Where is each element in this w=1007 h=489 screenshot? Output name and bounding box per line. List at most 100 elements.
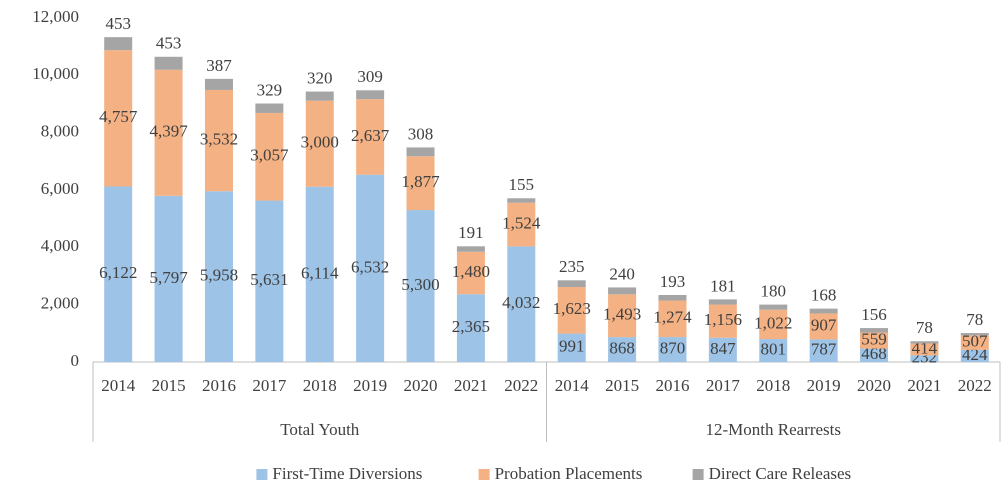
data-label: 3,000	[301, 133, 339, 152]
bar-segment	[255, 112, 284, 201]
bar-segment	[507, 246, 536, 362]
bar-segment	[154, 195, 183, 362]
data-label: 991	[559, 337, 585, 356]
bar-segment	[104, 186, 133, 362]
x-tick-label: 2021	[454, 376, 488, 395]
x-tick-label: 2017	[252, 376, 287, 395]
y-tick-label: 0	[71, 351, 80, 370]
data-label: 308	[408, 124, 434, 143]
data-label: 801	[761, 339, 787, 358]
data-label: 847	[710, 339, 736, 358]
y-tick-label: 6,000	[41, 179, 79, 198]
x-tick-label: 2017	[706, 376, 741, 395]
bar-segment	[658, 295, 687, 301]
data-label: 4,757	[99, 107, 138, 126]
data-label: 414	[912, 338, 938, 357]
data-label: 1,022	[754, 313, 792, 332]
x-tick-label: 2016	[655, 376, 689, 395]
bar-segment	[557, 280, 586, 288]
bar-segment	[708, 304, 737, 338]
bar-segment	[406, 156, 435, 211]
legend-label: Probation Placements	[495, 464, 643, 483]
bar-segment	[910, 343, 939, 356]
bar-segment	[356, 174, 385, 362]
data-label: 3,057	[250, 146, 289, 165]
bar-segment	[910, 355, 939, 362]
bar-segment	[860, 348, 889, 362]
bar-segment	[759, 304, 788, 310]
y-tick-label: 4,000	[41, 236, 79, 255]
data-label: 168	[811, 286, 837, 305]
legend-label: First-Time Diversions	[272, 464, 422, 483]
data-label: 235	[559, 257, 585, 276]
bar-segment	[860, 332, 889, 349]
data-label: 907	[811, 315, 837, 334]
x-tick-label: 2016	[202, 376, 236, 395]
bar-segment	[406, 210, 435, 362]
data-label: 4,397	[149, 122, 188, 141]
bar-segment	[255, 103, 284, 113]
data-label: 180	[761, 281, 787, 300]
x-tick-label: 2015	[152, 376, 186, 395]
y-tick-label: 10,000	[32, 64, 79, 83]
bar-segment	[507, 198, 536, 203]
x-tick-label: 2018	[303, 376, 337, 395]
data-label: 2,365	[452, 317, 490, 336]
bar-segment	[759, 309, 788, 340]
data-label: 309	[357, 67, 383, 86]
y-tick-label: 12,000	[32, 7, 79, 26]
data-label: 5,797	[149, 268, 188, 287]
data-label: 507	[962, 331, 988, 350]
legend-swatch	[256, 469, 268, 480]
x-tick-label: 2020	[404, 376, 438, 395]
bar-segment	[154, 69, 183, 196]
x-tick-label: 2014	[101, 376, 136, 395]
y-tick-label: 2,000	[41, 294, 79, 313]
x-tick-label: 2019	[353, 376, 387, 395]
bar-segment	[910, 341, 939, 344]
x-tick-label: 2014	[555, 376, 590, 395]
data-label: 468	[861, 344, 887, 363]
bar-segment	[406, 147, 435, 157]
data-label: 1,524	[502, 213, 541, 232]
data-label: 559	[861, 329, 887, 348]
bar-segment	[204, 191, 233, 362]
data-label: 3,532	[200, 129, 238, 148]
data-label: 5,631	[250, 270, 288, 289]
data-label: 453	[105, 14, 131, 33]
data-label: 868	[609, 338, 635, 357]
data-label: 1,480	[452, 262, 490, 281]
x-tick-label: 2022	[504, 376, 538, 395]
bar-segment	[809, 339, 838, 362]
bar-segment	[608, 287, 637, 295]
bar-segment	[305, 91, 334, 101]
bar-segment	[305, 186, 334, 362]
legend-swatch	[692, 469, 704, 480]
bar-segment	[154, 56, 183, 70]
bar-segment	[960, 349, 989, 362]
data-label: 787	[811, 340, 837, 359]
bar-segment	[960, 335, 989, 350]
bar-segment	[708, 337, 737, 362]
bar-segment	[809, 313, 838, 340]
data-label: 6,114	[301, 263, 339, 282]
data-label: 4,032	[502, 293, 540, 312]
data-label: 1,156	[704, 310, 742, 329]
data-label: 387	[206, 56, 232, 75]
data-label: 6,532	[351, 257, 389, 276]
bar-segment	[557, 333, 586, 362]
bar-segment	[456, 294, 485, 362]
data-label: 193	[660, 272, 686, 291]
legend-label: Direct Care Releases	[709, 464, 852, 483]
data-label: 329	[257, 80, 283, 99]
bar-segment	[507, 202, 536, 247]
data-label: 191	[458, 223, 484, 242]
group-label: Total Youth	[280, 420, 360, 439]
bar-segment	[356, 99, 385, 175]
data-label: 6,122	[99, 263, 137, 282]
bar-segment	[557, 287, 586, 334]
bar-segment	[608, 294, 637, 338]
data-label: 155	[509, 175, 535, 194]
bar-segment	[658, 300, 687, 338]
legend-swatch	[478, 469, 490, 480]
